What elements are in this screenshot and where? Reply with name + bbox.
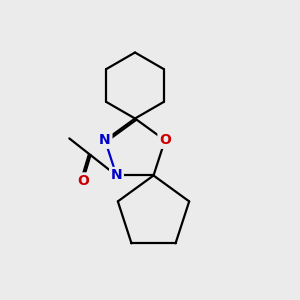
Text: O: O (77, 174, 89, 188)
Text: N: N (99, 133, 111, 147)
Text: O: O (159, 133, 171, 147)
Text: N: N (111, 169, 122, 182)
